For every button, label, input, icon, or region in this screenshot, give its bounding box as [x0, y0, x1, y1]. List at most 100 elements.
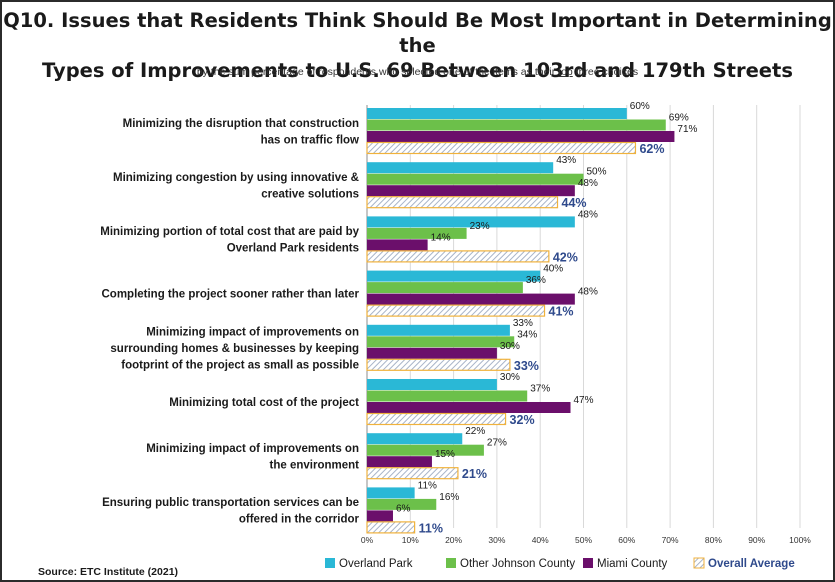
data-label: 34%	[517, 329, 537, 340]
bar-other-johnson-county	[367, 173, 584, 185]
x-tick-label: 20%	[445, 535, 462, 545]
category-label: Minimizing congestion by using innovativ…	[113, 172, 359, 184]
legend-label: Overall Average	[708, 558, 795, 570]
category-label: Ensuring public transportation services …	[102, 497, 359, 509]
bar-overall-average	[366, 250, 550, 263]
data-label-overall-average: 32%	[510, 413, 535, 427]
x-tick-label: 90%	[748, 535, 765, 545]
bar-overland-park	[367, 270, 541, 282]
data-label-overall-average: 11%	[419, 521, 443, 535]
data-label: 69%	[669, 113, 689, 124]
bar-overland-park	[367, 162, 554, 174]
x-tick-label: 40%	[532, 535, 549, 545]
bar-miami-county	[367, 510, 393, 522]
data-label: 48%	[578, 209, 598, 220]
bar-overland-park	[367, 216, 575, 228]
data-label: 30%	[500, 372, 520, 383]
category-label: Minimizing total cost of the project	[169, 397, 359, 409]
legend-swatch	[325, 558, 335, 568]
subtitle-text-underlined: top	[558, 66, 573, 78]
bar-overall-average	[366, 521, 416, 534]
category-label: footprint of the project as small as pos…	[121, 359, 359, 371]
data-label: 48%	[578, 287, 598, 298]
data-label: 36%	[526, 275, 546, 286]
bar-miami-county	[367, 185, 575, 197]
bar-miami-county	[367, 293, 575, 305]
category-label: the environment	[270, 459, 360, 471]
category-label: offered in the corridor	[239, 514, 360, 526]
data-label: 47%	[574, 395, 594, 406]
category-label: Minimizing the disruption that construct…	[123, 118, 359, 130]
bar-other-johnson-county	[367, 444, 484, 456]
bar-overall-average	[366, 467, 459, 480]
data-label-overall-average: 42%	[553, 250, 578, 264]
bar-overland-park	[367, 108, 627, 119]
x-tick-label: 50%	[575, 535, 592, 545]
data-label: 37%	[530, 384, 550, 395]
bar-miami-county	[367, 347, 497, 359]
data-label: 71%	[677, 124, 697, 135]
data-label-overall-average: 44%	[562, 196, 587, 210]
bar-other-johnson-county	[367, 390, 528, 402]
data-label-overall-average: 33%	[514, 359, 539, 373]
data-label: 60%	[630, 101, 650, 112]
chart-subtitle: by the sum percentage of respondents who…	[0, 66, 835, 78]
category-label: Overland Park residents	[227, 243, 359, 255]
data-label: 14%	[431, 232, 451, 243]
bar-overland-park	[367, 433, 463, 445]
subtitle-text-post: three choices	[572, 66, 639, 78]
bar-miami-county	[367, 456, 432, 468]
data-label: 15%	[435, 449, 455, 460]
bar-overall-average	[366, 141, 637, 155]
data-label: 16%	[439, 492, 459, 503]
source-note: Source: ETC Institute (2021)	[38, 566, 179, 578]
bar-miami-county	[367, 402, 571, 413]
x-tick-label: 10%	[402, 535, 419, 545]
bar-overall-average	[366, 358, 511, 371]
bar-other-johnson-county	[367, 498, 437, 510]
category-label: creative solutions	[261, 188, 359, 200]
legend-label: Other Johnson County	[460, 558, 575, 570]
data-label: 6%	[396, 503, 411, 514]
legend-swatch	[446, 558, 456, 568]
data-label-overall-average: 62%	[639, 142, 664, 156]
category-label: Minimizing impact of improvements on	[146, 326, 359, 338]
bar-overland-park	[367, 324, 510, 336]
category-label: Minimizing portion of total cost that ar…	[100, 226, 359, 238]
data-label: 33%	[513, 318, 533, 329]
data-label: 11%	[418, 480, 437, 491]
legend-label: Overland Park	[339, 558, 413, 570]
category-label: surrounding homes & businesses by keepin…	[110, 343, 359, 355]
data-label-overall-average: 21%	[462, 467, 487, 481]
subtitle-text-pre: by the sum percentage of respondents who…	[196, 66, 559, 78]
bar-other-johnson-county	[367, 119, 666, 131]
category-label: has on traffic flow	[261, 134, 359, 146]
x-tick-label: 80%	[705, 535, 722, 545]
category-label: Completing the project sooner rather tha…	[101, 289, 359, 301]
title-line-2: Types of Improvements to U.S. 69 Between…	[42, 59, 793, 82]
x-tick-label: 70%	[662, 535, 679, 545]
data-label: 23%	[470, 221, 490, 232]
x-tick-label: 30%	[488, 535, 505, 545]
chart-title: Q10. Issues that Residents Think Should …	[0, 8, 835, 83]
legend-swatch	[583, 558, 593, 568]
data-label: 50%	[587, 167, 607, 178]
data-label: 30%	[500, 341, 520, 352]
title-line-1: Q10. Issues that Residents Think Should …	[3, 9, 832, 57]
bar-other-johnson-county	[367, 282, 523, 294]
bar-overland-park	[367, 487, 415, 499]
category-label: Minimizing impact of improvements on	[146, 443, 359, 455]
x-tick-label: 100%	[789, 535, 811, 545]
bar-other-johnson-county	[367, 336, 515, 348]
bar-overall-average	[366, 412, 507, 426]
bar-overall-average	[366, 304, 546, 317]
data-label: 43%	[556, 155, 576, 166]
data-label: 27%	[487, 438, 507, 449]
bar-overland-park	[367, 379, 497, 390]
x-tick-label: 60%	[618, 535, 635, 545]
legend-swatch	[693, 557, 705, 569]
data-label: 22%	[465, 426, 485, 437]
x-tick-label: 0%	[361, 535, 374, 545]
bar-miami-county	[367, 239, 428, 251]
